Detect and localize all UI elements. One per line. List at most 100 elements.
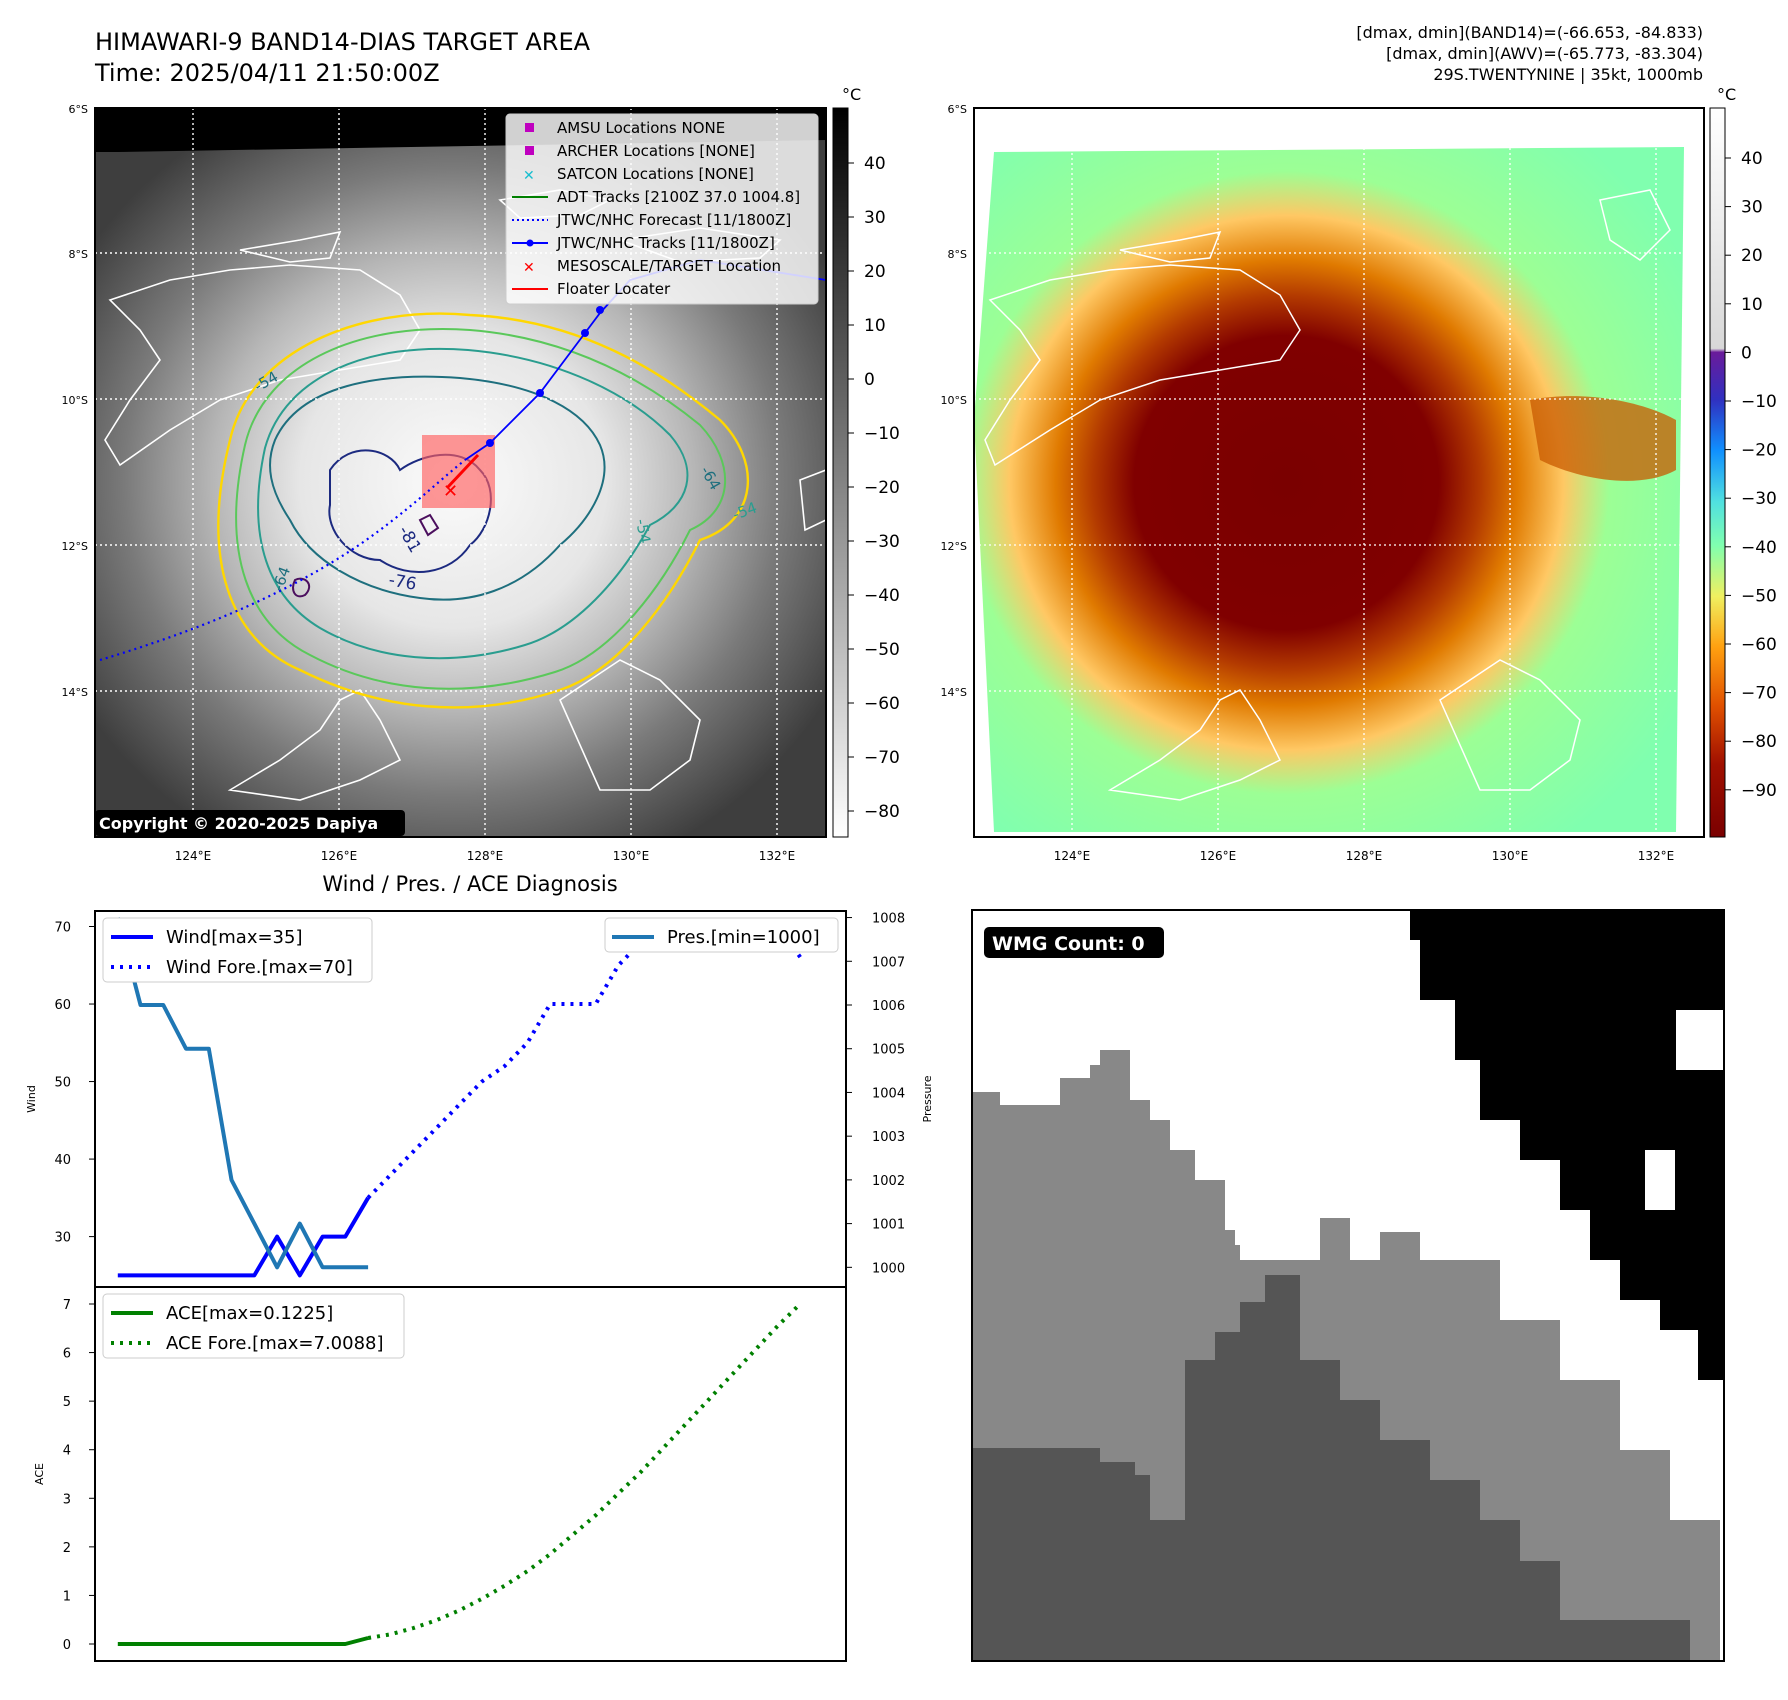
awv-colorbar-tick-label: −40 [1741,538,1777,558]
pressure-axis-tick-label: 1004 [872,1086,905,1101]
ace-chart: ACE 7 6 5 4 3 2 1 0 ACE[max=0.1225] ACE Fore.[m… [33,1286,847,1662]
ir-colorbar-tick-label: −20 [864,478,900,498]
legend-item-label: AMSU Locations NONE [557,119,725,137]
awv-colorbar-tick-label: −70 [1741,684,1777,704]
awv-colorbar-tick-label: 40 [1741,149,1763,169]
ir-lat-tick-label: 14°S [62,686,88,699]
awv-lon-tick-label: 126°E [1200,849,1237,863]
ace-legend: ACE[max=0.1225] ACE Fore.[max=7.0088] [102,1293,405,1359]
legend-item-label: JTWC/NHC Forecast [11/1800Z] [556,211,791,229]
legend-item-label: JTWC/NHC Tracks [11/1800Z] [556,234,775,252]
wind-axis-tick-label: 30 [54,1231,71,1246]
ir-lon-tick-label: 130°E [613,849,650,863]
awv-lon-tick-label: 130°E [1492,849,1529,863]
ir-lat-tick-label: 8°S [69,248,88,261]
legend-item-label: Floater Locater [557,280,671,298]
contour-teal [257,347,689,660]
wind-forecast-legend-label: Wind Fore.[max=70] [166,957,353,978]
awv-colorbar-tick-label: −10 [1741,392,1777,412]
ir-colorbar-tick-label: 0 [864,370,875,390]
copyright-text: Copyright © 2020-2025 Dapiya [99,814,378,833]
wind-pressure-chart: Wind Pressure 70 60 50 40 30 1008 1007 1006 100… [25,910,934,1288]
awv-colorbar: °C 40 30 20 10 0 −10 −20 −30 −40 −50 −60 −70 −80 −90 [1709,85,1777,838]
info-line-awv: [dmax, dmin](AWV)=(-65.773, -83.304) [1386,44,1703,63]
legend-item-label: MESOSCALE/TARGET Location [557,257,781,275]
pressure-axis-label: Pressure [921,1075,934,1122]
ir-lon-tick-label: 126°E [321,849,358,863]
wmg-gray-region [972,1050,1720,1661]
ir-colorbar-tick-label: −60 [864,694,900,714]
awv-colorbar-tick-label: −50 [1741,586,1777,606]
legend-marker-x: ✕ [523,168,535,184]
awv-colorbar-tick-label: 10 [1741,295,1763,315]
awv-band-orange [1530,396,1676,481]
ir-colorbar-tick-label: −10 [864,424,900,444]
awv-colorbar-tick-label: 0 [1741,343,1752,363]
contour-purple [292,513,440,598]
legend-marker-x: ✕ [523,260,535,276]
awv-lat-tick-label: 6°S [948,103,967,116]
ace-axis-tick-label: 1 [63,1589,71,1604]
ace-axis-tick-label: 4 [63,1444,71,1459]
ir-colorbar-tick-label: −50 [864,640,900,660]
ace-axis-tick-label: 0 [63,1638,71,1653]
awv-lon-tick-label: 132°E [1638,849,1675,863]
ir-map-axis-ticks: 6°S 8°S 10°S 12°S 14°S 124°E 126°E 128°E 130°E 13… [62,103,796,863]
wind-legend: Wind[max=35] Wind Fore.[max=70] [102,917,373,983]
awv-lat-tick-label: 14°S [941,686,967,699]
legend-item-label: ARCHER Locations [NONE] [557,142,755,160]
legend-marker-square [525,146,534,155]
ace-series-forecast-line-1 [367,1302,802,1640]
awv-gridlines [974,108,1704,837]
wind-axis-label: Wind [25,1085,38,1113]
ace-axis-tick-label: 2 [63,1541,71,1556]
floater-locater-line [445,453,480,490]
pressure-axis-tick-label: 1000 [872,1261,905,1276]
awv-colorbar-tick-label: −20 [1741,441,1777,461]
ir-lat-tick-label: 10°S [62,394,88,407]
legend-item-label: ADT Tracks [2100Z 37.0 1004.8] [557,188,800,206]
ir-colorbar-tick-label: 40 [864,154,886,174]
floater-box [422,435,495,508]
ir-colorbar-tick-label: −70 [864,748,900,768]
awv-colorbar-tick-label: −80 [1741,732,1777,752]
pressure-axis-tick-label: 1002 [872,1174,905,1189]
ir-colorbar-tick-label: 30 [864,208,886,228]
legend-item-label: SATCON Locations [NONE] [557,165,754,183]
copyright-badge [95,810,405,836]
wind-legend-label: Wind[max=35] [166,927,303,948]
awv-lon-tick-label: 124°E [1054,849,1091,863]
pressure-axis-tick-label: 1007 [872,955,905,970]
ir-lat-tick-label: 12°S [62,540,88,553]
legend-marker-dot [526,239,534,247]
awv-colorbar-tick-label: −60 [1741,635,1777,655]
ace-axis-tick-label: 7 [63,1298,71,1313]
wmg-panel: WMG Count: 0 [971,909,1725,1662]
ir-lon-tick-label: 124°E [175,849,212,863]
awv-lat-tick-label: 12°S [941,540,967,553]
awv-colorbar-tick-label: 20 [1741,246,1763,266]
ace-axis-tick-label: 5 [63,1395,71,1410]
pressure-axis-tick-label: 1006 [872,999,905,1014]
jtwc-forecast-track [99,459,466,662]
info-line-storm: 29S.TWENTYNINE | 35kt, 1000mb [1433,65,1703,84]
ir-colorbar-tick-label: 10 [864,316,886,336]
ace-series-line-0 [117,1636,369,1646]
contour-green [235,328,727,690]
ir-lon-tick-label: 132°E [759,849,796,863]
wind-axis-tick-label: 40 [54,1153,71,1168]
wmg-count-label: WMG Count: 0 [992,933,1145,955]
wind-axis-tick-label: 70 [54,921,71,936]
awv-colorbar-tick-label: −30 [1741,489,1777,509]
contour-yellow [217,312,750,709]
contour-label-3: -76 [387,570,418,595]
ir-lat-tick-label: 6°S [69,103,88,116]
legend-marker-square [525,123,534,132]
figure-title-line2: Time: 2025/04/11 21:50:00Z [94,59,440,87]
wind-pressure-series-line-2 [115,917,369,1270]
ace-axis-tick-label: 3 [63,1492,71,1507]
ir-colorbar-unit: °C [842,85,861,104]
awv-map-panel [973,107,1705,838]
ace-forecast-legend-label: ACE Fore.[max=7.0088] [166,1333,384,1354]
